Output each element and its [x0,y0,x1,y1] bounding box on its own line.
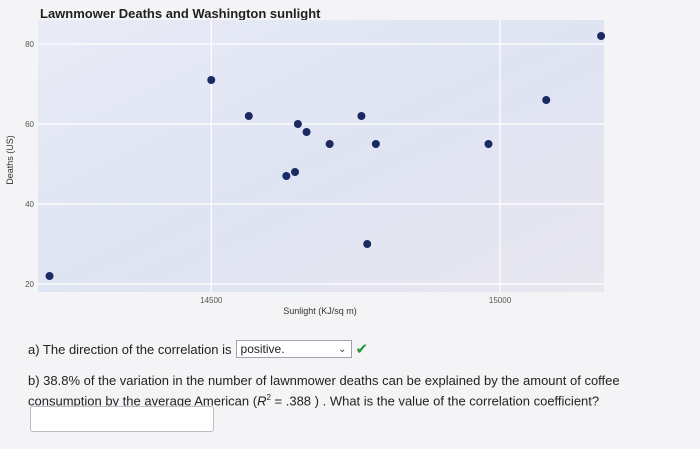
chart-title: Lawnmower Deaths and Washington sunlight [40,6,321,21]
data-point [597,32,606,40]
y-tick-label: 40 [25,200,34,209]
question-b-text-2: = .388 ) . What is the value of the corr… [270,393,600,409]
x-axis-label: Sunlight (KJ/sq m) [283,306,357,316]
data-point [207,76,216,84]
data-point [45,272,54,280]
correlation-direction-select[interactable]: positive. ⌄ [235,340,352,358]
y-tick-label: 60 [25,120,34,129]
plot-area [38,20,604,292]
data-point [542,96,551,104]
r-exponent: 2 [266,393,271,402]
question-b-text-1: b) 38.8% of the variation in the number … [28,373,620,409]
data-point [371,140,380,148]
data-point [363,240,372,248]
x-tick-label: 14500 [200,296,223,305]
question-a: a) The direction of the correlation is p… [28,340,368,358]
select-value: positive. [240,342,285,356]
data-point [293,120,302,128]
check-icon: ✔ [355,341,369,358]
data-point [282,172,291,180]
data-point [325,140,334,148]
data-point [291,168,300,176]
y-tick-label: 20 [25,280,34,289]
data-point [244,112,253,120]
y-tick-label: 80 [25,40,34,49]
data-point [484,140,493,148]
data-point [357,112,366,120]
question-b: b) 38.8% of the variation in the number … [28,372,688,409]
y-axis-label: Deaths (US) [5,135,15,185]
scatter-chart: 20 40 60 80 14500 15000 Sunlight (KJ/sq m) De… [5,20,606,316]
x-tick-label: 15000 [489,296,512,305]
r-symbol: R [257,393,267,409]
chevron-down-icon: ⌄ [338,343,347,355]
data-point [302,128,311,136]
correlation-coefficient-input[interactable] [30,406,214,432]
question-a-text: a) The direction of the correlation is [28,341,232,357]
